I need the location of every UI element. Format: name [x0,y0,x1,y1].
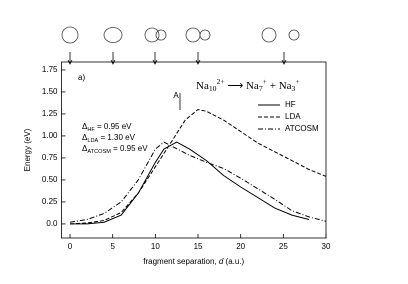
delta-annotation: ΔHF = 0.95 eV [82,122,132,133]
point-label: A [173,91,179,100]
plot-frame [61,61,327,239]
text-part: Na [196,80,209,92]
text-part: ⟶ [225,80,246,92]
text-part: (a.u.) [223,257,244,266]
text-part: = 1.30 eV [98,133,135,142]
y-tick-label: 0.75 [42,153,58,162]
x-tick-label: 10 [151,242,160,251]
legend-label: HF [285,100,296,109]
y-axis-label: Energy (eV) [23,128,32,171]
shape-arrows [67,52,287,65]
text-part: Δ [82,133,88,142]
x-tick-label: 15 [194,242,203,251]
legend-label: LDA [285,112,301,121]
text-part: 10 [209,84,217,93]
x-tick-label: 20 [236,242,245,251]
x-tick-label: 30 [322,242,331,251]
y-tick-label: 1.25 [42,109,58,118]
text-part: fragment separation, [143,257,219,266]
y-tick-label: 1.00 [42,131,58,140]
y-tick-label: 0.50 [42,175,58,184]
text-part: 7 [259,84,263,93]
text-part: LDA [87,138,98,144]
y-tick-label: 0.0 [46,219,58,228]
text-part: 3 [292,84,296,93]
text-part: HF [87,127,95,133]
series-line [69,141,327,223]
panel-label: a) [78,73,85,82]
text-part: Δ [82,144,88,153]
x-tick-label: 5 [110,242,115,251]
text-part: = 0.95 eV [95,122,132,131]
text-part: + [295,77,299,86]
legend-label: ATCOSM [285,124,319,133]
delta-annotation: ΔATCOSM = 0.95 eV [82,144,148,155]
reaction-label: Na102+ ⟶ Na7+ + Na3+ [196,77,300,93]
shape-sketches [61,26,300,44]
series-line [70,141,310,225]
text-part: d [219,257,224,266]
text-part: ATCOSM [87,149,111,155]
y-tick-label: 1.75 [42,65,58,74]
x-tick-label: 25 [279,242,288,251]
text-part: + Na [267,80,292,92]
text-part: = 0.95 eV [111,144,148,153]
text-part: + [263,77,267,86]
x-tick-label: 0 [68,242,73,251]
text-part: Δ [82,122,88,131]
delta-annotation: ΔLDA = 1.30 eV [82,133,136,144]
series-line [69,108,327,225]
text-part: 2+ [217,77,225,86]
text-part: Na [246,80,259,92]
y-tick-label: 0.25 [42,197,58,206]
x-axis-label: fragment separation, d (a.u.) [143,257,244,266]
y-tick-label: 1.50 [42,87,58,96]
